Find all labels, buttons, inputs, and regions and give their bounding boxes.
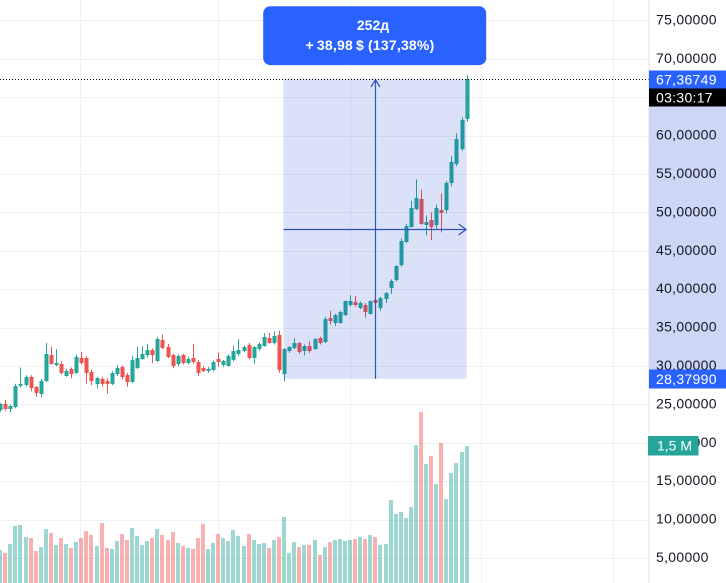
- svg-text:40,00000: 40,00000: [656, 280, 717, 296]
- svg-text:03:30:17: 03:30:17: [656, 90, 713, 106]
- svg-text:45,00000: 45,00000: [656, 242, 717, 258]
- svg-text:55,00000: 55,00000: [656, 165, 717, 181]
- svg-text:25,00000: 25,00000: [656, 395, 717, 411]
- svg-text:1,5 M: 1,5 M: [657, 438, 692, 454]
- svg-text:252д: 252д: [357, 17, 389, 33]
- svg-text:15,00000: 15,00000: [656, 472, 717, 488]
- svg-text:60,00000: 60,00000: [656, 127, 717, 143]
- svg-text:28,37990: 28,37990: [656, 371, 717, 387]
- svg-text:35,00000: 35,00000: [656, 319, 717, 335]
- svg-text:5,00000: 5,00000: [656, 549, 709, 565]
- svg-text:10,00000: 10,00000: [656, 511, 717, 527]
- svg-text:30,00000: 30,00000: [656, 357, 717, 373]
- svg-text:75,00000: 75,00000: [656, 11, 717, 27]
- svg-text:50,00000: 50,00000: [656, 203, 717, 219]
- svg-text:67,36749: 67,36749: [656, 72, 717, 88]
- svg-text:+ 38,98 $ (137,38%): + 38,98 $ (137,38%): [306, 37, 435, 53]
- svg-text:70,00000: 70,00000: [656, 50, 717, 66]
